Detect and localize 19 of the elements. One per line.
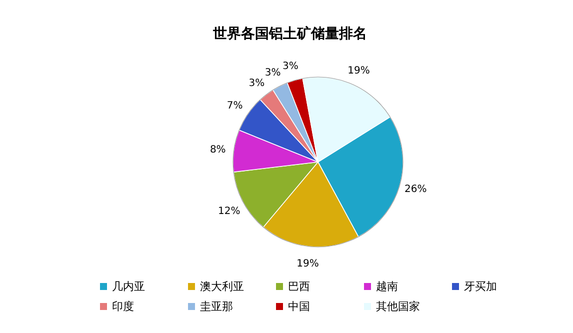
legend-label: 其他国家 — [376, 300, 420, 313]
legend-label: 牙买加 — [464, 280, 497, 293]
data-label: 3% — [264, 68, 281, 79]
data-label: 12% — [218, 206, 240, 218]
data-label: 3% — [282, 60, 298, 72]
data-label: 26% — [404, 184, 427, 195]
legend-label: 巴西 — [288, 280, 310, 293]
data-label: 3% — [248, 78, 265, 89]
data-label: 7% — [226, 100, 243, 112]
data-label: 19% — [348, 66, 370, 77]
legend-label: 几内亚 — [112, 280, 145, 293]
legend-label: 圭亚那 — [200, 300, 233, 313]
chart-title: 世界各国铝土矿储量排名 — [212, 25, 367, 42]
data-label: 19% — [296, 258, 319, 270]
legend-label: 印度 — [112, 300, 134, 313]
legend-label: 澳大利亚 — [200, 280, 244, 293]
legend-label: 越南 — [376, 280, 398, 293]
legend-label: 中国 — [288, 300, 310, 313]
data-label: 8% — [210, 144, 226, 156]
